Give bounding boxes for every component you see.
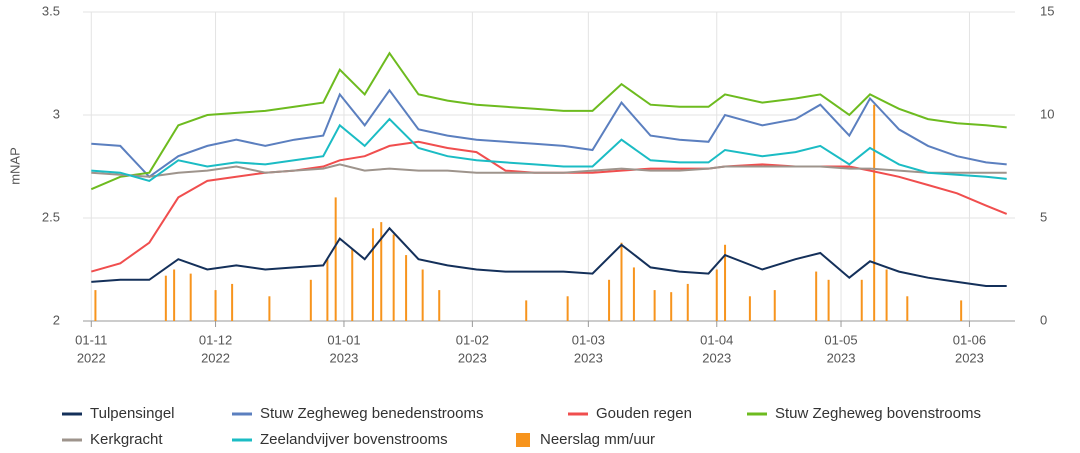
bar (885, 269, 888, 321)
bar (906, 296, 909, 321)
bar (686, 283, 689, 321)
x-tick-label: 01-05 (824, 332, 857, 347)
line (91, 88, 1007, 179)
y2-tick-label: 15 (1040, 3, 1054, 18)
legend-label: Stuw Zegheweg bovenstrooms (775, 405, 981, 422)
legend-label: Zeelandvijver bovenstrooms (260, 431, 448, 448)
y2-tick-label: 0 (1040, 312, 1047, 327)
bar (860, 279, 863, 321)
bar (214, 290, 217, 321)
bar (326, 259, 329, 321)
x-tick-label: 01-04 (700, 332, 733, 347)
legend-label: Stuw Zegheweg benedenstrooms (260, 405, 483, 422)
y-tick-label: 3 (53, 106, 60, 121)
bar (960, 300, 963, 321)
bar (268, 296, 271, 321)
bar (371, 228, 374, 321)
bar (380, 222, 383, 321)
legend-swatch (516, 433, 530, 447)
bar (392, 234, 395, 321)
x-tick-label: 2022 (77, 350, 106, 365)
bar (231, 283, 234, 321)
bar (421, 269, 424, 321)
bar (94, 290, 97, 321)
bar (827, 279, 830, 321)
bar (309, 279, 312, 321)
bar (620, 242, 623, 321)
line (91, 140, 1008, 273)
x-tick-label: 01-01 (327, 332, 360, 347)
bar (566, 296, 569, 321)
bar (608, 279, 611, 321)
x-tick-label: 2023 (574, 350, 603, 365)
bar (438, 290, 441, 321)
x-tick-label: 2023 (955, 350, 984, 365)
bar (748, 296, 751, 321)
line (91, 117, 1007, 182)
bar (405, 255, 408, 321)
bar (351, 248, 354, 321)
y-axis-label: mNAP (7, 147, 22, 185)
y-tick-label: 2.5 (42, 209, 60, 224)
bar (653, 290, 656, 321)
bar (815, 271, 818, 321)
x-tick-label: 2023 (827, 350, 856, 365)
bar (873, 104, 876, 321)
y2-tick-label: 5 (1040, 209, 1047, 224)
bar (173, 269, 176, 321)
bar (632, 267, 635, 321)
y-tick-label: 2 (53, 312, 60, 327)
x-tick-label: 2023 (329, 350, 358, 365)
x-tick-label: 01-03 (572, 332, 605, 347)
bar (334, 197, 337, 321)
x-tick-label: 2023 (458, 350, 487, 365)
bar (670, 292, 673, 321)
line (91, 226, 1007, 287)
x-tick-label: 2022 (201, 350, 230, 365)
y-tick-label: 3.5 (42, 3, 60, 18)
legend-label: Tulpensingel (90, 405, 175, 422)
line (91, 163, 1007, 178)
legend-label: Kerkgracht (90, 431, 163, 448)
line (90, 51, 1007, 191)
bar (189, 273, 192, 321)
x-tick-label: 01-02 (456, 332, 489, 347)
bar (525, 300, 528, 321)
bar (164, 275, 167, 321)
x-tick-label: 01-11 (75, 332, 107, 347)
bar (715, 269, 718, 321)
legend-label: Neerslag mm/uur (540, 431, 655, 448)
legend-label: Gouden regen (596, 405, 692, 422)
bar (724, 244, 727, 321)
x-tick-label: 2023 (702, 350, 731, 365)
x-tick-label: 01-12 (199, 332, 232, 347)
bar (773, 290, 776, 321)
x-tick-label: 01-06 (953, 332, 986, 347)
y2-tick-label: 10 (1040, 106, 1054, 121)
